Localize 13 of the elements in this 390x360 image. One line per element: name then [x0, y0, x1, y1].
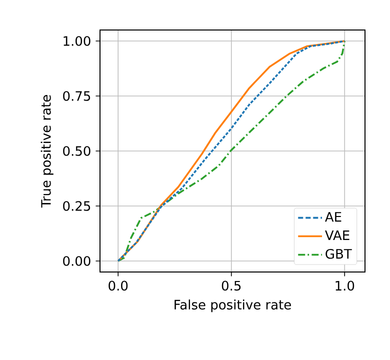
x-axis-title: False positive rate: [174, 299, 291, 312]
legend-label: GBT: [326, 248, 352, 259]
y-tick-label: 1.00: [64, 36, 90, 46]
y-axis-title: True positive rate: [40, 95, 54, 208]
y-tick-label: 0.50: [63, 146, 90, 156]
x-tick-label: 1.0: [336, 280, 354, 291]
legend-label: VAE: [325, 230, 350, 240]
y-tick-label: 0.00: [63, 256, 90, 266]
y-tick-label: 0.75: [63, 91, 90, 101]
legend-label: AE: [325, 212, 342, 222]
x-tick-label: 0.0: [108, 280, 128, 291]
x-tick-label: 0.5: [222, 280, 241, 291]
y-tick-label: 0.25: [63, 201, 90, 211]
